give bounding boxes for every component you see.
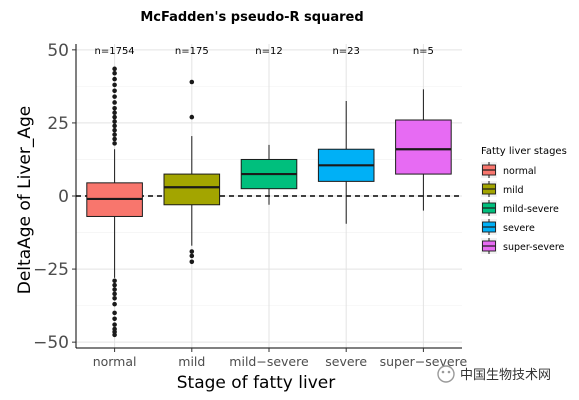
outlier-point bbox=[189, 253, 195, 259]
y-tick-label: −50 bbox=[33, 333, 69, 353]
count-labels-group: n=1754 n=175 n=12 n=23 n=5 bbox=[95, 46, 434, 57]
outlier-point bbox=[112, 296, 117, 301]
outlier-point bbox=[189, 249, 195, 254]
box-mild bbox=[163, 79, 221, 265]
count-label: n=23 bbox=[332, 46, 359, 57]
outlier-point bbox=[112, 287, 117, 292]
outlier-point bbox=[112, 316, 117, 322]
outlier-point bbox=[112, 291, 117, 297]
legend-title: Fatty liver stages bbox=[481, 146, 567, 157]
y-tick-label: −25 bbox=[33, 260, 69, 280]
x-tick-label: severe bbox=[325, 354, 367, 369]
count-label: n=1754 bbox=[95, 46, 135, 57]
outlier-point bbox=[112, 76, 117, 82]
legend-item-normal: normal bbox=[481, 162, 536, 178]
outlier-point bbox=[112, 100, 117, 105]
outlier-point bbox=[112, 88, 117, 94]
legend-label: super-severe bbox=[503, 242, 565, 253]
y-tick-label: 0 bbox=[58, 187, 69, 207]
count-label: n=5 bbox=[413, 46, 434, 57]
outlier-point bbox=[112, 119, 117, 124]
outlier-point bbox=[112, 301, 117, 307]
box-body bbox=[395, 119, 452, 175]
outlier-point bbox=[112, 132, 117, 137]
outlier-point bbox=[189, 114, 195, 120]
outlier-point bbox=[112, 82, 117, 88]
legend-item-mild-severe: mild-severe bbox=[481, 200, 559, 216]
watermark-logo-dot bbox=[447, 370, 451, 374]
x-tick-label: normal bbox=[93, 354, 137, 369]
legend-item-super-severe: super-severe bbox=[481, 238, 565, 254]
y-axis-title: DeltaAge of Liver_Age bbox=[15, 106, 35, 295]
outlier-point bbox=[112, 106, 117, 111]
box-mild-severe bbox=[240, 144, 298, 205]
outlier-point bbox=[112, 282, 117, 288]
box-body bbox=[163, 173, 221, 206]
x-tick-label: mild−severe bbox=[229, 354, 309, 369]
outlier-point bbox=[112, 114, 117, 120]
chart-title: McFadden's pseudo-R squared bbox=[140, 10, 363, 25]
box-normal bbox=[86, 66, 143, 338]
box-super-severe bbox=[395, 89, 452, 211]
legend-label: mild-severe bbox=[503, 204, 559, 215]
watermark-logo-dot bbox=[441, 370, 445, 374]
outlier-point bbox=[112, 110, 117, 115]
y-tick-label: 25 bbox=[47, 114, 69, 134]
outlier-point bbox=[112, 70, 117, 76]
legend-label: severe bbox=[503, 223, 535, 234]
legend-item-mild: mild bbox=[481, 181, 524, 197]
outlier-point bbox=[112, 123, 117, 129]
outlier-point bbox=[112, 141, 117, 146]
outlier-point bbox=[112, 332, 117, 338]
outlier-point bbox=[112, 66, 117, 72]
outlier-point bbox=[112, 94, 117, 99]
outlier-point bbox=[112, 310, 117, 316]
outlier-point bbox=[112, 278, 117, 284]
outlier-point bbox=[112, 322, 117, 327]
box-severe bbox=[317, 101, 375, 224]
outlier-point bbox=[112, 136, 117, 142]
watermark-text: 中国生物技术网 bbox=[460, 368, 551, 383]
count-label: n=175 bbox=[175, 46, 209, 57]
outlier-point bbox=[112, 127, 117, 133]
legend-label: mild bbox=[503, 185, 524, 196]
outlier-point bbox=[189, 79, 195, 85]
y-tick-label: 50 bbox=[47, 41, 69, 61]
watermark: 中国生物技术网 bbox=[437, 365, 551, 383]
outlier-point bbox=[189, 259, 195, 265]
count-label: n=12 bbox=[255, 46, 282, 57]
watermark-logo-icon bbox=[437, 365, 455, 383]
x-axis-title: Stage of fatty liver bbox=[177, 373, 335, 393]
axes-group: −50 −25 0 25 50 normal mild mild−severe severe su… bbox=[33, 41, 467, 369]
legend: Fatty liver stages normal mild mild-severe… bbox=[481, 146, 567, 254]
boxes-group bbox=[86, 66, 452, 338]
legend-label: normal bbox=[503, 166, 536, 177]
x-tick-label: mild bbox=[178, 354, 205, 369]
legend-item-severe: severe bbox=[481, 219, 535, 235]
x-tick-label: super−severe bbox=[380, 354, 468, 369]
